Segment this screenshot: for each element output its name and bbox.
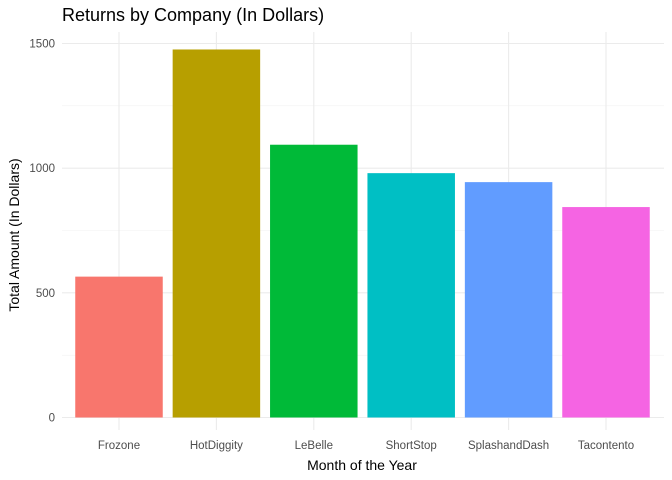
bar-tacontento xyxy=(562,207,650,418)
y-tick-label: 1500 xyxy=(29,39,55,51)
x-axis-ticks: Frozone HotDiggity LeBelle ShortStop Splasha… xyxy=(98,440,634,452)
bar-frozone xyxy=(75,276,163,418)
chart-title: Returns by Company (In Dollars) xyxy=(62,5,324,25)
x-tick-label: Frozone xyxy=(98,440,140,452)
bar-shortstop xyxy=(367,173,455,418)
bar-splashanddash xyxy=(464,182,553,418)
y-axis-title: Total Amount (In Dollars) xyxy=(6,158,22,311)
y-tick-label: 1000 xyxy=(29,163,55,175)
x-tick-label: SplashandDash xyxy=(468,440,549,452)
x-tick-label: HotDiggity xyxy=(190,440,243,452)
bar-series xyxy=(75,49,650,418)
y-tick-label: 0 xyxy=(49,413,55,425)
bar-lebelle xyxy=(270,144,358,418)
x-tick-label: ShortStop xyxy=(386,440,437,452)
x-axis-title: Month of the Year xyxy=(307,457,417,473)
x-tick-label: Tacontento xyxy=(578,440,634,452)
bar-hotdiggity xyxy=(172,49,261,418)
x-tick-label: LeBelle xyxy=(295,440,333,452)
y-axis-ticks: 0 500 1000 1500 xyxy=(29,39,55,425)
y-tick-label: 500 xyxy=(36,288,55,300)
